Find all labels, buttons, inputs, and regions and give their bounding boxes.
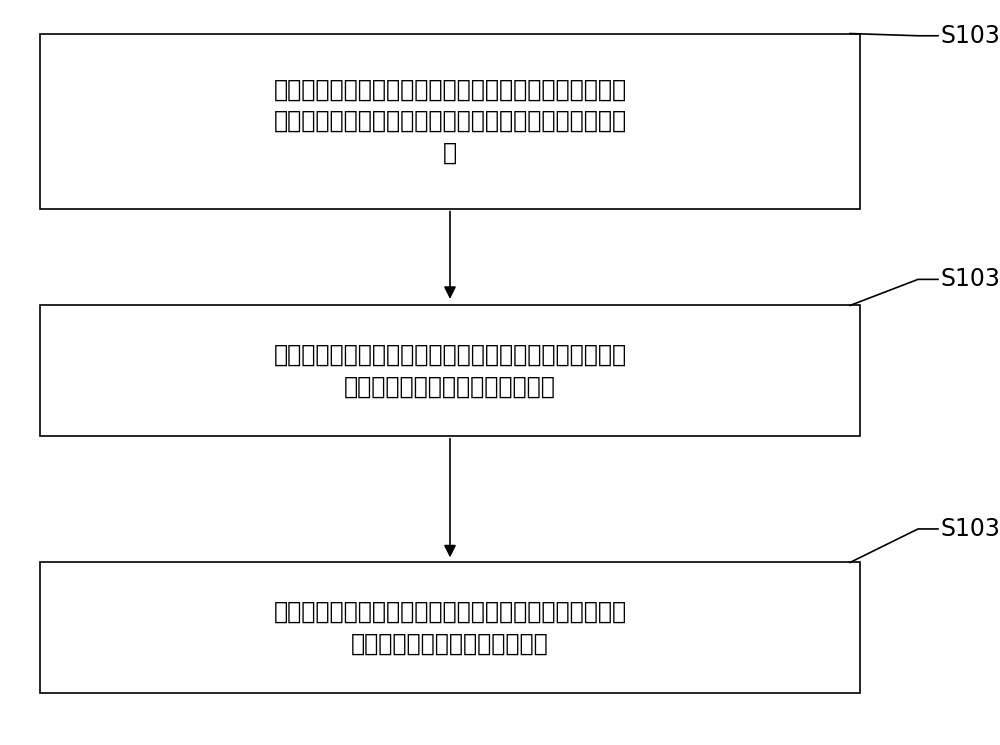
Text: S1032: S1032 [940,267,1000,291]
Text: 将总理论数据长度与总实际数据长度进行比较，若差值不: 将总理论数据长度与总实际数据长度进行比较，若差值不 [273,600,627,624]
Bar [40,305,860,436]
Text: 为零，则认为心电数据存在丢失: 为零，则认为心电数据存在丢失 [351,631,549,656]
Bar [40,562,860,693]
Text: S1031: S1031 [940,24,1000,48]
Text: 度: 度 [443,140,457,165]
Text: 始时间以及采样速率，计算出心电记录盒的总理论数据长: 始时间以及采样速率，计算出心电记录盒的总理论数据长 [273,109,627,133]
Text: 对获取到的心电记录盒记录的心电数据进行数据长度统计: 对获取到的心电记录盒记录的心电数据进行数据长度统计 [273,343,627,367]
Text: S1033: S1033 [940,517,1000,541]
Text: ，得出心电数据的总实际数据长度: ，得出心电数据的总实际数据长度 [344,374,556,399]
Text: 读取心电记录盒的采样速率，并根据日志文件中的上电开: 读取心电记录盒的采样速率，并根据日志文件中的上电开 [273,77,627,102]
Bar [40,34,860,209]
